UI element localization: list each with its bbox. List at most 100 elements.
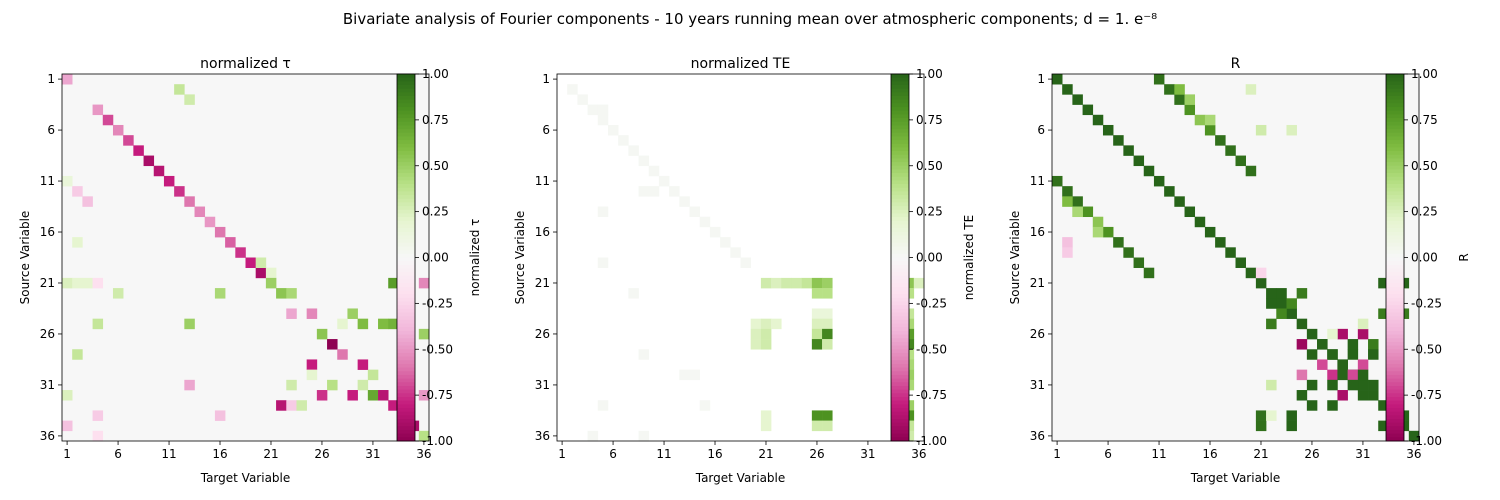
- heatmap-cell: [689, 206, 701, 218]
- heatmap-cell: [1266, 298, 1277, 309]
- heatmap-cell: [638, 155, 650, 167]
- heatmap-cell: [112, 288, 124, 299]
- colorbar-segment: [891, 129, 909, 134]
- colorbar-segment: [1386, 275, 1404, 281]
- colorbar-segment: [1386, 261, 1404, 266]
- colorbar-segment: [397, 268, 415, 273]
- colorbar-segment: [891, 415, 909, 420]
- heatmap-cell: [750, 339, 762, 350]
- heatmap-cell: [388, 400, 399, 411]
- colorbar-segment: [891, 308, 909, 314]
- heatmap-cell: [811, 277, 823, 289]
- heatmap-cell: [760, 328, 772, 340]
- x-axis-label: Target Variable: [695, 471, 786, 485]
- colorbar-segment: [891, 198, 909, 203]
- colorbar-label: normalized τ: [468, 219, 482, 297]
- y-tick-label: 11: [1030, 174, 1045, 188]
- heatmap-cell: [740, 257, 751, 268]
- colorbar-segment: [891, 294, 909, 299]
- heatmap-cell: [174, 84, 185, 95]
- colorbar-segment: [1386, 264, 1404, 270]
- heatmap-cell: [255, 257, 267, 268]
- heatmap-cell: [316, 328, 328, 340]
- colorbar-segment: [891, 429, 909, 435]
- heatmap-cell: [1204, 114, 1216, 126]
- colorbar-tick-label: -0.25: [1411, 296, 1442, 310]
- colorbar-segment: [1386, 165, 1404, 170]
- colorbar-tick-label: 0.50: [422, 159, 449, 173]
- colorbar-segment: [397, 209, 415, 214]
- y-tick-label: 16: [1030, 225, 1045, 239]
- heatmap-cell: [1255, 267, 1267, 279]
- heatmap-cell: [1225, 145, 1236, 156]
- heatmap-cell: [1153, 175, 1165, 187]
- colorbar-segment: [891, 162, 909, 167]
- colorbar-segment: [891, 158, 909, 163]
- colorbar-segment: [397, 151, 415, 156]
- colorbar-segment: [891, 217, 909, 222]
- heatmap-cell: [235, 247, 246, 258]
- heatmap-cell: [1102, 226, 1114, 238]
- heatmap-cell: [1062, 237, 1073, 248]
- colorbar-segment: [891, 165, 909, 170]
- colorbar-tick-label: 0.75: [1411, 113, 1438, 127]
- x-tick-label: 21: [758, 447, 773, 461]
- colorbar-segment: [1386, 121, 1404, 126]
- heatmap-cell: [567, 84, 578, 95]
- heatmap-cell: [760, 420, 772, 432]
- heatmap-cell: [1143, 267, 1155, 279]
- heatmap-cell: [1184, 94, 1196, 105]
- heatmap-cell: [1062, 84, 1073, 95]
- heatmap-cell: [357, 379, 369, 391]
- colorbar-segment: [397, 180, 415, 185]
- x-tick-label: 6: [1104, 447, 1112, 461]
- heatmap-cell: [1357, 328, 1369, 340]
- heatmap-cell: [1123, 145, 1134, 156]
- colorbar-segment: [1386, 341, 1404, 347]
- colorbar-segment: [397, 323, 415, 328]
- heatmap-cell: [1072, 196, 1083, 207]
- heatmap-cell: [822, 318, 833, 330]
- heatmap-cell: [1357, 390, 1369, 401]
- colorbar-segment: [397, 415, 415, 420]
- colorbar-segment: [397, 429, 415, 435]
- heatmap-cell: [597, 104, 609, 116]
- colorbar-segment: [1386, 74, 1404, 79]
- heatmap-cell: [1194, 216, 1206, 228]
- colorbar-segment: [1386, 400, 1404, 405]
- heatmap-cell: [1337, 328, 1348, 340]
- heatmap-cell: [418, 430, 430, 442]
- colorbar-segment: [1386, 385, 1404, 391]
- colorbar-segment: [891, 319, 909, 325]
- colorbar-segment: [397, 327, 415, 332]
- colorbar-tick-label: -0.75: [422, 388, 453, 402]
- colorbar-segment: [1386, 202, 1404, 207]
- y-tick-label: 11: [40, 174, 55, 188]
- colorbar-segment: [1386, 290, 1404, 295]
- colorbar-segment: [397, 220, 415, 225]
- colorbar-segment: [1386, 88, 1404, 93]
- heatmap-cell: [1133, 257, 1145, 268]
- colorbar-segment: [397, 275, 415, 281]
- y-tick-label: 6: [47, 123, 55, 137]
- heatmap-cell: [276, 400, 287, 411]
- heatmap-cell: [1052, 175, 1063, 187]
- heatmap-cell: [1143, 165, 1155, 177]
- colorbar-segment: [397, 217, 415, 222]
- colorbar-segment: [1386, 382, 1404, 387]
- heatmap-cell: [577, 94, 588, 105]
- heatmap-cell: [1082, 206, 1094, 218]
- heatmap-cell: [72, 349, 83, 360]
- colorbar-segment: [1386, 158, 1404, 163]
- colorbar-segment: [891, 92, 909, 97]
- colorbar-segment: [891, 378, 909, 383]
- colorbar-segment: [397, 345, 415, 350]
- colorbar-segment: [1386, 118, 1404, 123]
- heatmap-cell: [357, 318, 369, 330]
- x-tick-label: 16: [1202, 447, 1217, 461]
- x-tick-label: 21: [1253, 447, 1268, 461]
- figure-title: Bivariate analysis of Fourier components…: [342, 10, 1158, 28]
- x-tick-label: 36: [911, 447, 926, 461]
- colorbar-segment: [1386, 356, 1404, 361]
